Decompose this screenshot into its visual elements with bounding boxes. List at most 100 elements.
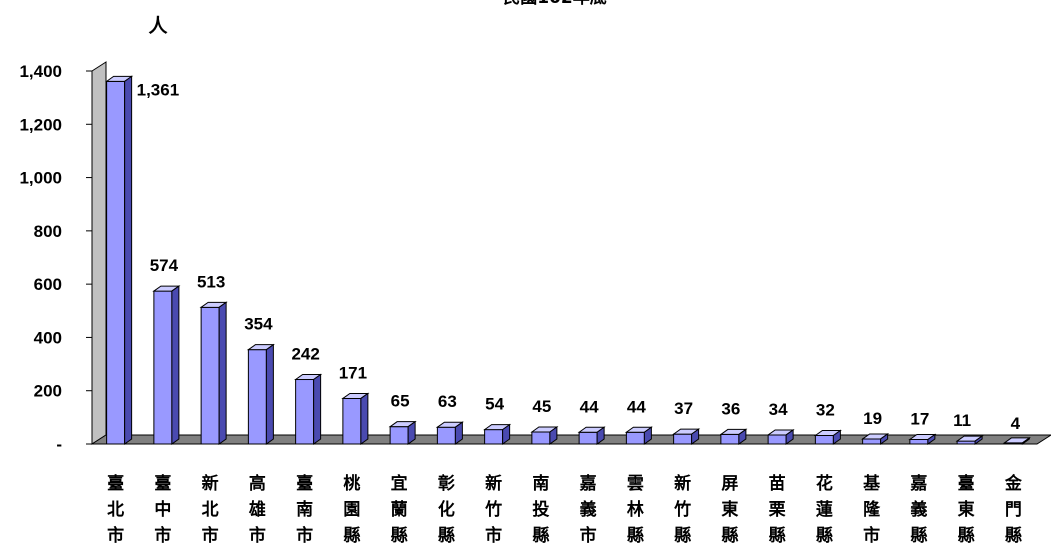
data-label: 44 (580, 397, 599, 416)
y-tick-label: 1,200 (19, 115, 62, 134)
bar-side (124, 75, 133, 445)
x-axis: 臺北市 臺中市 新北市 高雄市 臺南市 桃園縣 宜蘭縣 彰化縣 新竹市 南投縣 嘉義市 雲林縣 新竹縣 屏… (107, 473, 1023, 546)
bar (908, 433, 937, 445)
category-label: 基隆市 (862, 473, 881, 546)
category-label: 宜蘭縣 (391, 473, 408, 546)
y-tick-label: 600 (34, 275, 62, 294)
bar-front (909, 438, 929, 445)
data-labels: 1,361 574 513 354 242 171 65 63 54 45 44 44 37 36 34 32… (137, 80, 1021, 433)
bar (766, 428, 795, 445)
bar-front (389, 426, 409, 445)
bar-front (200, 306, 220, 445)
bar-front (767, 434, 787, 445)
data-label: 63 (438, 392, 457, 411)
data-label: 54 (485, 395, 504, 414)
bar-side (927, 433, 936, 445)
data-label: 44 (627, 397, 646, 416)
data-label: 32 (816, 400, 835, 419)
chart-title: 民國102年底 (503, 0, 607, 8)
bar-side (313, 373, 322, 445)
bar-front (578, 431, 598, 445)
bar-side (880, 432, 889, 445)
data-label: 354 (244, 315, 273, 334)
data-label: 11 (953, 411, 971, 430)
bars (105, 75, 1031, 445)
bar-front (673, 433, 693, 445)
category-label: 新竹縣 (673, 473, 691, 546)
category-label: 桃園縣 (343, 473, 360, 546)
category-label: 金門縣 (1004, 473, 1023, 546)
bar (861, 432, 890, 445)
category-label: 新竹市 (484, 473, 502, 546)
y-tick-label: 200 (34, 382, 62, 401)
data-label: 171 (339, 363, 367, 382)
bar-front (106, 80, 126, 445)
bar-front (247, 349, 267, 445)
data-label: 1,361 (137, 80, 180, 99)
bar-side (360, 392, 369, 445)
bar-front (720, 433, 740, 445)
bar (105, 75, 134, 445)
bar-front (342, 397, 362, 445)
category-label: 嘉義縣 (909, 473, 927, 546)
bar-side (171, 285, 180, 445)
data-label: 37 (674, 399, 693, 418)
category-label: 高雄市 (248, 473, 266, 546)
category-label: 彰化縣 (438, 473, 455, 546)
category-label: 嘉義市 (579, 473, 597, 546)
data-label: 34 (769, 400, 788, 419)
data-label: 513 (197, 272, 225, 291)
bar (577, 426, 606, 445)
bar-side (832, 429, 841, 445)
bar-front (484, 429, 504, 445)
y-tick-label: 1,000 (19, 169, 62, 188)
data-label: 242 (291, 345, 319, 364)
bar-front (814, 434, 834, 445)
bar-front (531, 431, 551, 445)
bar-front (862, 438, 882, 445)
category-label: 屏東縣 (721, 474, 738, 546)
bar (955, 435, 984, 445)
bar-side (549, 426, 558, 445)
bar-side (785, 428, 794, 445)
category-label: 新北市 (202, 473, 219, 546)
bar (672, 428, 701, 445)
category-label: 臺東縣 (958, 473, 975, 546)
y-axis: - 200 400 600 800 1,000 1,200 1,400 (19, 62, 92, 454)
data-label: 36 (721, 399, 740, 418)
side-wall (91, 61, 107, 445)
chart-walls (90, 61, 1051, 445)
y-tick-label: 400 (34, 328, 62, 347)
bar (1002, 436, 1031, 445)
data-label: 17 (910, 409, 929, 428)
bar-side (218, 301, 227, 445)
y-tick-label: - (56, 435, 62, 454)
bar (530, 426, 559, 445)
bar-side (596, 426, 605, 445)
bar (246, 343, 275, 445)
data-label: 65 (391, 392, 410, 411)
category-label: 南投縣 (532, 473, 549, 546)
bar-side (643, 426, 652, 445)
bar-side (974, 435, 983, 445)
bar-front (153, 290, 173, 445)
bar-side (454, 421, 463, 445)
bar-side (691, 428, 700, 445)
y-tick-label: 1,400 (19, 62, 62, 81)
category-label: 苗栗縣 (769, 473, 786, 546)
data-label: 45 (532, 397, 551, 416)
bar (341, 392, 370, 445)
data-label: 19 (863, 409, 882, 428)
bar-front (625, 431, 645, 445)
bar-side (502, 423, 511, 445)
bar (483, 423, 512, 445)
y-tick-label: 800 (34, 222, 62, 241)
bar (813, 429, 842, 445)
bar-side (738, 428, 747, 445)
bar (388, 420, 417, 445)
bar-side (1021, 436, 1030, 445)
data-label: 574 (150, 256, 179, 275)
category-label: 花蓮縣 (816, 473, 833, 546)
category-label: 雲林縣 (627, 474, 644, 546)
